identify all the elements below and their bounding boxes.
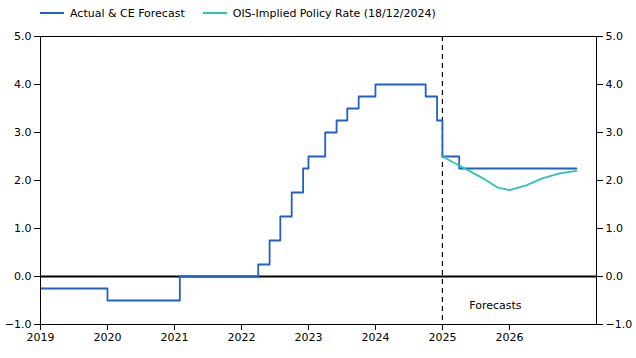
svg-text:2026: 2026 (495, 331, 523, 344)
svg-text:2025: 2025 (428, 331, 456, 344)
svg-text:0.0: 0.0 (606, 270, 624, 283)
svg-text:3.0: 3.0 (606, 126, 624, 139)
svg-text:1.0: 1.0 (606, 222, 624, 235)
svg-text:4.0: 4.0 (14, 78, 32, 91)
svg-text:1.0: 1.0 (14, 222, 32, 235)
svg-text:2020: 2020 (93, 331, 121, 344)
html-text:OIS-Implied Policy Rate (18/12: OIS-Implied Policy Rate (18/12/2024) (232, 6, 436, 20)
svg-text:5.0: 5.0 (14, 30, 32, 43)
svg-text:2019: 2019 (27, 331, 55, 344)
svg-text:3.0: 3.0 (14, 126, 32, 139)
svg-text:0.0: 0.0 (14, 270, 32, 283)
svg-text:2022: 2022 (227, 331, 255, 344)
svg-text:2.0: 2.0 (606, 174, 624, 187)
svg-text:−1.0: −1.0 (5, 318, 32, 331)
svg-text:2021: 2021 (160, 331, 188, 344)
svg-text:Forecasts: Forecasts (469, 299, 522, 312)
svg-text:2023: 2023 (294, 331, 322, 344)
svg-text:−1.0: −1.0 (606, 318, 633, 331)
svg-text:2.0: 2.0 (14, 174, 32, 187)
svg-text:4.0: 4.0 (606, 78, 624, 91)
svg-text:5.0: 5.0 (606, 30, 624, 43)
html-text:Actual & CE Forecast: Actual & CE Forecast (70, 6, 185, 20)
svg-text:2024: 2024 (361, 331, 389, 344)
